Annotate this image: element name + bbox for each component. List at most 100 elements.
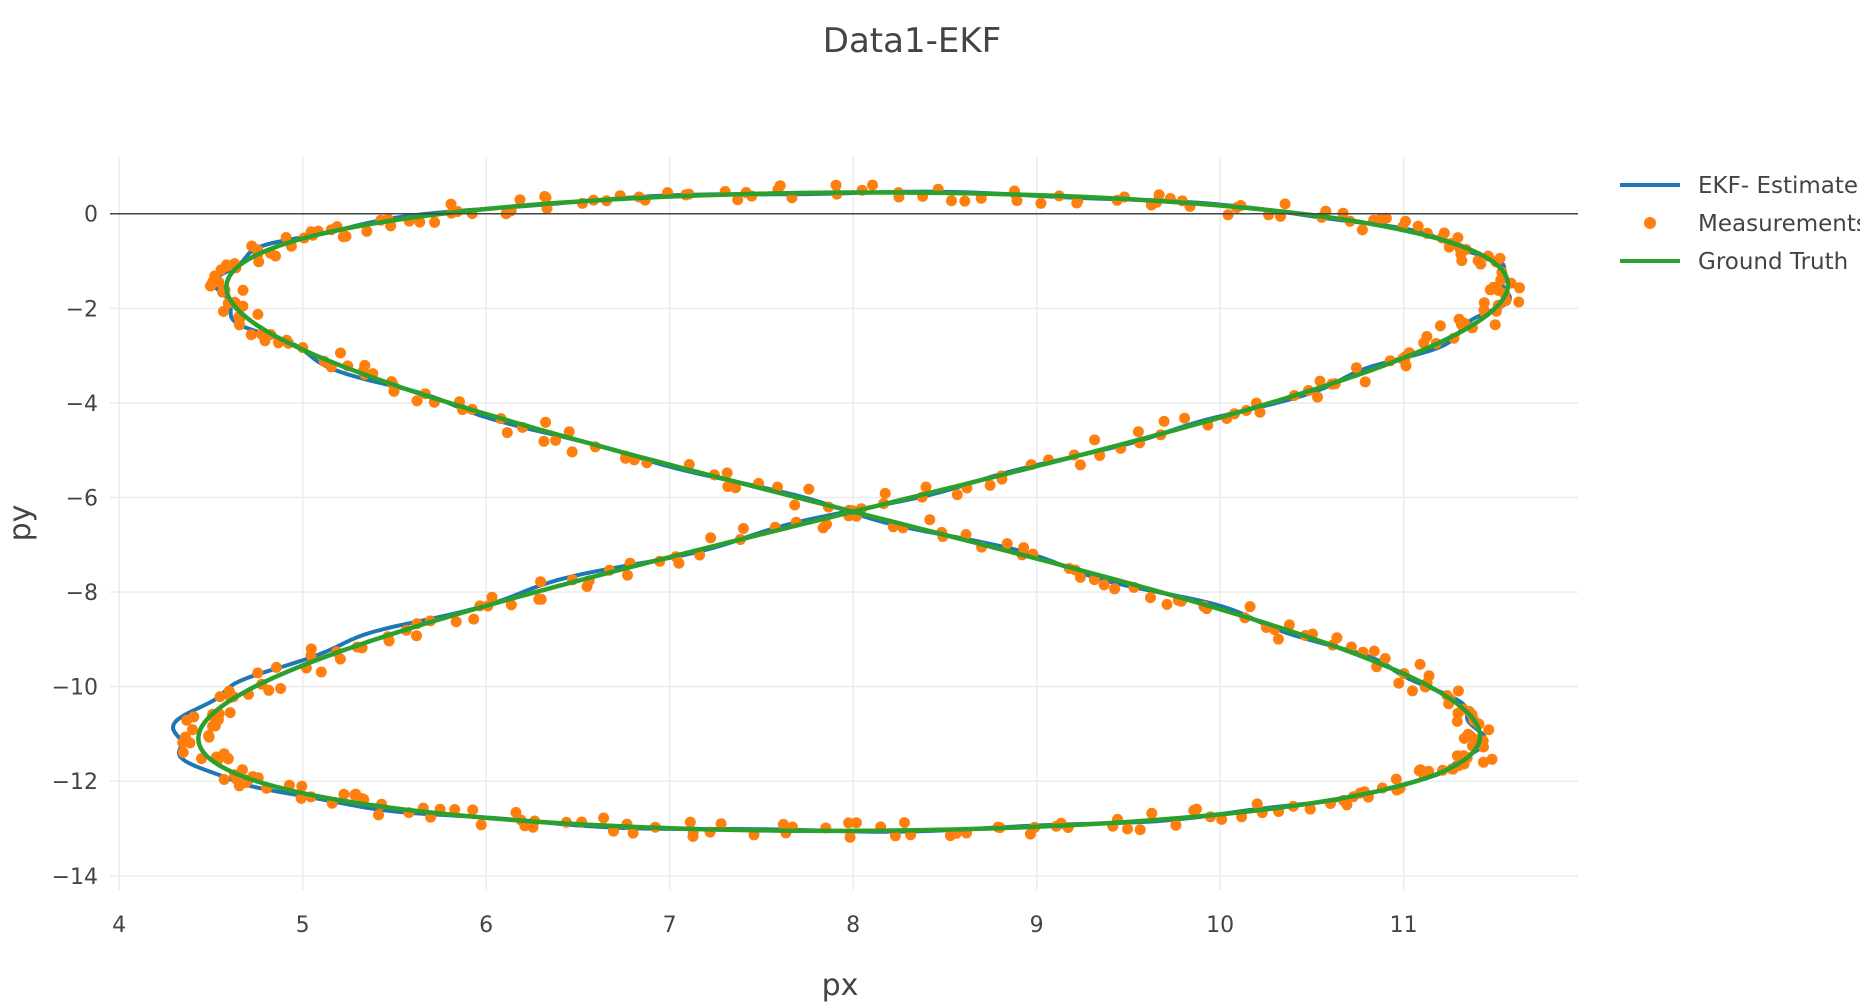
measurement-point — [245, 329, 257, 341]
measurement-point — [1074, 571, 1086, 583]
legend-item-ground-truth[interactable]: Ground Truth — [1620, 249, 1848, 275]
measurement-point — [944, 830, 956, 842]
y-tick-label: −4 — [66, 392, 98, 417]
measurement-point — [337, 231, 349, 243]
measurement-point — [1513, 296, 1525, 308]
measurement-point — [1462, 728, 1474, 740]
measurement-point — [1434, 320, 1446, 332]
measurement-point — [205, 280, 216, 292]
measurement-point — [1400, 360, 1412, 372]
measurement-point — [715, 818, 727, 830]
measurement-point — [1514, 282, 1525, 294]
y-tick-label: −8 — [66, 581, 98, 606]
axes-layer: 4 5 6 7 8 9 10 11 0 −2 −4 −6 −8 −10 −12 −14 — [52, 203, 1578, 938]
measurement-point — [1359, 376, 1371, 388]
measurement-point — [821, 518, 832, 530]
measurement-point — [1379, 653, 1391, 664]
measurement-point — [737, 523, 749, 534]
measurement-point — [1452, 685, 1464, 697]
measurement-point — [388, 385, 400, 397]
measurement-point — [505, 599, 517, 611]
measurement-point — [338, 788, 350, 800]
measurement-point — [920, 481, 932, 493]
measurement-point — [237, 284, 249, 296]
legend-label: Measurements — [1698, 211, 1860, 237]
measurement-point — [1035, 197, 1047, 209]
measurement-point — [622, 569, 633, 581]
measurement-point — [777, 818, 789, 830]
measurement-point — [1222, 209, 1234, 221]
measurement-point — [188, 711, 200, 723]
measurement-point — [1350, 362, 1362, 374]
measurement-point — [475, 819, 487, 831]
measurement-point — [486, 591, 498, 603]
measurement-point — [879, 487, 891, 499]
grid-layer — [110, 157, 1578, 890]
measurement-point — [1011, 195, 1023, 207]
measurement-point — [179, 731, 191, 743]
legend-item-measurements[interactable]: Measurements — [1644, 211, 1860, 237]
measurement-point — [350, 788, 362, 800]
measurement-point — [1109, 583, 1121, 595]
measurement-point — [1272, 633, 1284, 645]
measurement-point — [501, 427, 513, 439]
measurement-point — [224, 707, 236, 719]
measurement-point — [899, 817, 910, 829]
measurement-point — [209, 720, 221, 732]
measurement-point — [514, 194, 526, 206]
measurement-point — [789, 499, 801, 511]
measurement-point — [296, 780, 308, 792]
measurement-point — [1478, 756, 1489, 768]
measurement-point — [722, 481, 734, 492]
measurement-point — [1494, 252, 1506, 264]
measurement-point — [1451, 750, 1463, 762]
measurement-point — [1472, 255, 1484, 267]
x-tick-label: 10 — [1206, 913, 1234, 938]
measurement-point — [1412, 220, 1424, 232]
legend-label: EKF- Estimate — [1698, 173, 1858, 199]
y-tick-label: −14 — [52, 865, 98, 890]
measurement-point — [252, 667, 264, 679]
measurement-point — [1438, 227, 1450, 239]
measurement-point — [533, 593, 545, 605]
measurement-point — [1244, 601, 1256, 613]
measurement-point — [1188, 805, 1200, 816]
x-tick-label: 6 — [479, 913, 493, 938]
measurement-point — [684, 816, 696, 828]
measurement-point — [1356, 224, 1368, 236]
chart-title: Data1-EKF — [823, 21, 1001, 61]
legend-item-ekf-estimate[interactable]: EKF- Estimate — [1620, 173, 1858, 199]
measurement-point — [429, 216, 441, 228]
measurement-point — [598, 812, 610, 824]
y-tick-label: −6 — [66, 486, 98, 511]
measurement-point — [1170, 819, 1182, 831]
series-ground-truth-line — [196, 190, 1511, 834]
measurement-point — [951, 489, 963, 501]
measurement-point — [959, 195, 971, 207]
measurement-point — [774, 180, 786, 192]
measurement-point — [830, 179, 842, 191]
measurement-point — [721, 467, 733, 479]
measurement-point — [1488, 281, 1500, 293]
measurement-point — [1132, 426, 1144, 438]
measurement-point — [449, 804, 461, 815]
legend[interactable]: EKF- Estimate Measurements Ground Truth — [1620, 173, 1860, 275]
measurement-point — [468, 613, 480, 625]
measurement-point — [1179, 412, 1191, 424]
measurement-point — [203, 731, 215, 743]
measurement-point — [627, 827, 639, 839]
measurement-point — [563, 426, 575, 438]
measurement-point — [843, 817, 855, 829]
measurement-point — [1145, 592, 1156, 604]
y-tick-label: 0 — [84, 203, 98, 228]
measurement-point — [1418, 337, 1430, 349]
measurement-point — [335, 347, 346, 359]
measurement-point — [510, 807, 522, 818]
measurement-point — [535, 576, 547, 588]
measurement-point — [467, 804, 479, 816]
measurement-point — [1122, 823, 1133, 835]
x-tick-label: 7 — [663, 913, 677, 938]
x-tick-label: 8 — [846, 913, 860, 938]
measurement-point — [275, 683, 287, 694]
